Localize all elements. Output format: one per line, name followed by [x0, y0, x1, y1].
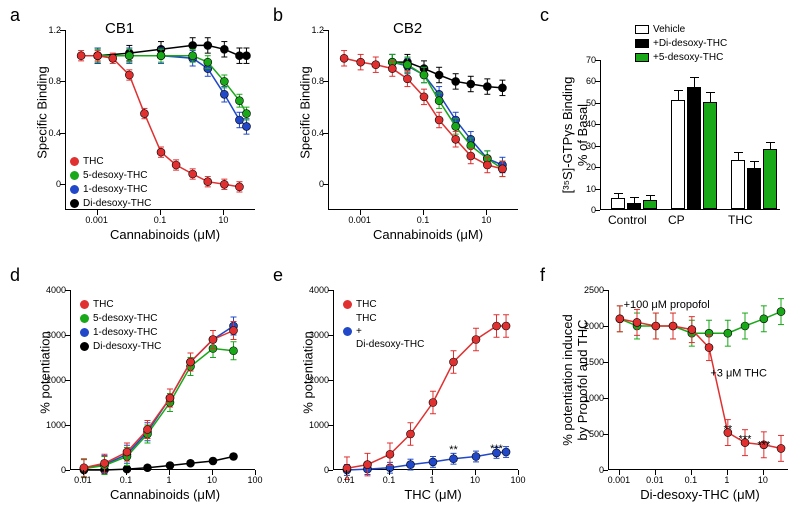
legend-item: THC: [343, 298, 424, 311]
bar: [687, 87, 701, 209]
panel-e-label: e: [273, 265, 283, 286]
panel-b-svg: [329, 30, 519, 210]
panel-b-label: b: [273, 5, 283, 26]
bar: [671, 100, 685, 209]
legend-item: 1-desoxy-THC: [80, 326, 161, 339]
legend-item: THC + Di-desoxy-THC: [343, 312, 424, 351]
svg-text:+100 μM propofol: +100 μM propofol: [624, 299, 710, 311]
legend-label: +5-desoxy-THC: [653, 51, 723, 64]
legend-item: THC: [70, 155, 151, 168]
legend-label: +Di-desoxy-THC: [653, 37, 727, 50]
bar: [703, 102, 717, 209]
legend-label: THC: [93, 298, 114, 311]
panel-c-label: c: [540, 5, 549, 26]
svg-text:+3 μM THC: +3 μM THC: [710, 367, 767, 379]
legend-item: 1-desoxy-THC: [70, 183, 151, 196]
legend-label: THC: [356, 298, 377, 311]
legend-item: +Di-desoxy-THC: [635, 37, 727, 50]
legend-label: Di-desoxy-THC: [83, 197, 151, 210]
legend-item: Vehicle: [635, 23, 727, 36]
bar: [763, 149, 777, 209]
panel-e-xlabel: THC (μM): [373, 487, 493, 502]
panel-e-legend: THCTHC + Di-desoxy-THC: [343, 298, 424, 352]
bar-group-label: Control: [608, 213, 647, 227]
legend-label: THC: [83, 155, 104, 168]
legend-label: 1-desoxy-THC: [83, 183, 147, 196]
panel-a: a CB1 Specific Binding Cannabinoids (μM)…: [10, 5, 260, 255]
panel-a-legend: THC5-desoxy-THC1-desoxy-THCDi-desoxy-THC: [70, 155, 151, 211]
panel-a-label: a: [10, 5, 20, 26]
bar: [627, 203, 641, 209]
panel-d-xlabel: Cannabinoids (μM): [90, 487, 240, 502]
panel-b-xlabel: Cannabinoids (μM): [353, 227, 503, 242]
legend-label: 1-desoxy-THC: [93, 326, 157, 339]
panel-d-label: d: [10, 265, 20, 286]
legend-item: 5-desoxy-THC: [70, 169, 151, 182]
bar: [643, 200, 657, 209]
svg-text:***: ***: [757, 439, 771, 451]
legend-label: Di-desoxy-THC: [93, 340, 161, 353]
svg-text:**: **: [449, 444, 458, 456]
panel-c-plot: [600, 60, 780, 210]
bar: [731, 160, 745, 209]
legend-label: Vehicle: [653, 23, 685, 36]
panel-f-svg: +100 μM propofol+3 μM THC********: [609, 290, 789, 470]
bar-group-label: THC: [728, 213, 753, 227]
panel-f-xlabel: Di-desoxy-THC (μM): [625, 487, 775, 502]
panel-e: e ***** % potentiation THC (μM) THCTHC +…: [273, 265, 523, 515]
panel-b: b CB2 Specific Binding Cannabinoids (μM)…: [273, 5, 523, 255]
legend-item: 5-desoxy-THC: [80, 312, 161, 325]
panel-a-xlabel: Cannabinoids (μM): [90, 227, 240, 242]
panel-d: d % potentiation Cannabinoids (μM) THC5-…: [10, 265, 260, 515]
panel-d-legend: THC5-desoxy-THC1-desoxy-THCDi-desoxy-THC: [80, 298, 161, 354]
panel-f-label: f: [540, 265, 545, 286]
bar: [611, 198, 625, 209]
legend-label: 5-desoxy-THC: [83, 169, 147, 182]
panel-c-legend: Vehicle+Di-desoxy-THC+5-desoxy-THC: [635, 23, 727, 65]
bar: [747, 168, 761, 209]
panel-c: c [³⁵S]-GTPγs Binding % of Basal Vehicle…: [540, 5, 790, 255]
legend-item: Di-desoxy-THC: [70, 197, 151, 210]
legend-label: THC + Di-desoxy-THC: [356, 312, 424, 351]
legend-item: THC: [80, 298, 161, 311]
panel-b-ylabel: Specific Binding: [298, 53, 313, 173]
legend-item: Di-desoxy-THC: [80, 340, 161, 353]
panel-b-plot: [328, 30, 518, 210]
svg-text:***: ***: [490, 443, 504, 455]
panel-f: f +100 μM propofol+3 μM THC******** % po…: [540, 265, 795, 515]
legend-label: 5-desoxy-THC: [93, 312, 157, 325]
legend-item: +5-desoxy-THC: [635, 51, 727, 64]
svg-text:**: **: [724, 424, 733, 436]
bar-group-label: CP: [668, 213, 685, 227]
svg-text:***: ***: [739, 434, 753, 446]
panel-f-plot: +100 μM propofol+3 μM THC********: [608, 290, 788, 470]
panel-a-ylabel: Specific Binding: [35, 53, 50, 173]
